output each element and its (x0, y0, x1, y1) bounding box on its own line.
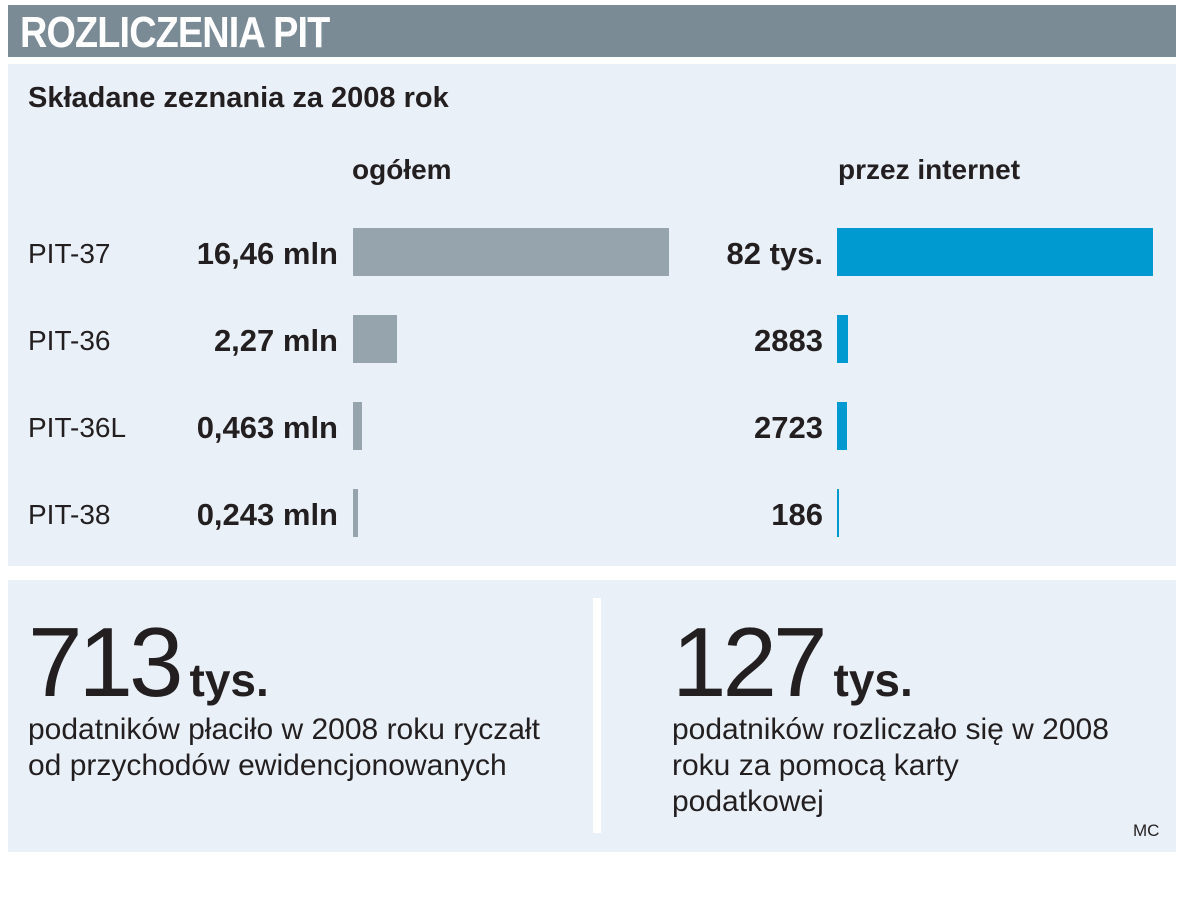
total-bar (353, 315, 397, 363)
header-bar: ROZLICZENIA PIT (8, 5, 1176, 57)
total-value-label: 0,463 mln (196, 410, 338, 445)
category-label: PIT-37 (28, 238, 111, 269)
stat-unit-2: tys. (833, 654, 913, 706)
chart-row: PIT-36 2,27 mln 2883 (0, 315, 1200, 375)
stats-panel (8, 580, 1176, 852)
total-value-label: 2,27 mln (213, 323, 338, 358)
stat-description-1: podatników płaciło w 2008 roku ryczałt o… (28, 713, 540, 782)
total-value-label: 16,46 mln (196, 236, 338, 271)
internet-bar (837, 228, 1153, 276)
chart-row: PIT-37 16,46 mln 82 tys. (0, 228, 1200, 288)
category-label: PIT-36 (28, 325, 111, 356)
total-bar (353, 402, 362, 450)
chart-subtitle: Składane zeznania za 2008 rok (28, 82, 449, 114)
chart-panel (8, 64, 1176, 566)
internet-value-label: 82 tys. (726, 236, 823, 271)
stat-number-1: 713 (28, 607, 184, 717)
total-bar (353, 489, 358, 537)
total-bar (353, 228, 669, 276)
stat-number-2: 127 (672, 607, 828, 717)
internet-bar (837, 402, 848, 450)
stat-big-1: 713 tys. (28, 606, 269, 719)
category-label: PIT-36L (28, 412, 127, 443)
internet-value-label: 2883 (754, 323, 823, 358)
internet-bar (837, 315, 849, 363)
internet-bar (837, 489, 839, 537)
chart-row: PIT-36L 0,463 mln 2723 (0, 402, 1200, 462)
author-credit: MC (1133, 821, 1160, 840)
series-header-internet: przez internet (838, 154, 1021, 185)
internet-value-label: 186 (771, 497, 823, 532)
total-value-label: 0,243 mln (196, 497, 338, 532)
category-label: PIT-38 (28, 499, 111, 530)
chart-row: PIT-38 0,243 mln 186 (0, 489, 1200, 549)
stat-unit-1: tys. (189, 654, 269, 706)
stat-description-2: podatników rozliczało się w 2008 roku za… (672, 713, 1109, 818)
internet-value-label: 2723 (754, 410, 823, 445)
stats-divider (593, 598, 601, 833)
series-header-total: ogółem (352, 154, 452, 185)
page-title: ROZLICZENIA PIT (20, 8, 330, 57)
stat-big-2: 127 tys. (672, 606, 913, 719)
